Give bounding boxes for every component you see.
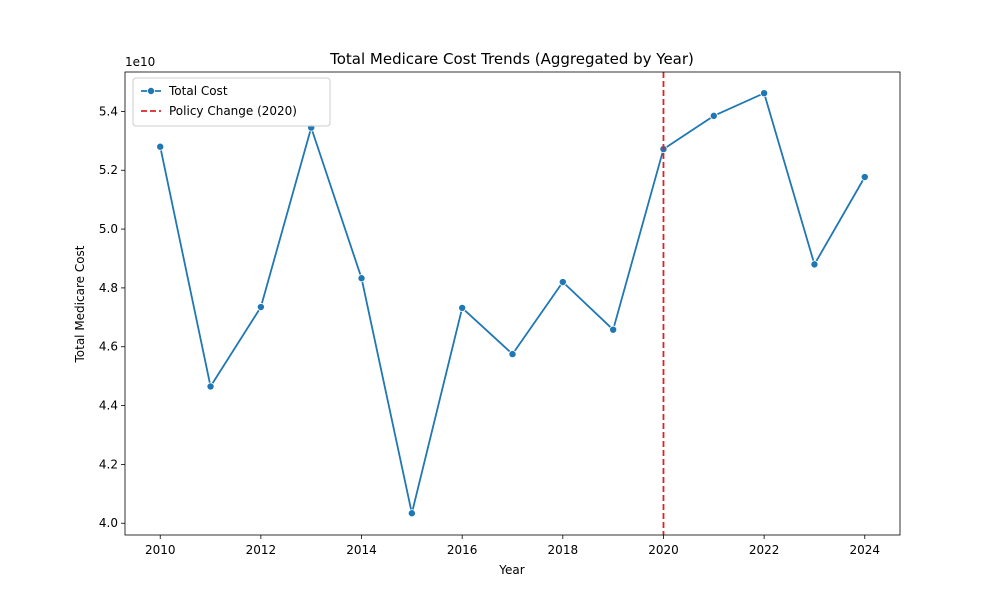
y-offset-label: 1e10 — [125, 55, 155, 69]
data-point — [709, 111, 718, 120]
data-point — [860, 173, 869, 182]
y-axis-label: Total Medicare Cost — [73, 245, 87, 363]
y-tick-label: 5.0 — [99, 222, 118, 236]
x-tick-label: 2016 — [447, 543, 478, 557]
x-tick-label: 2020 — [648, 543, 679, 557]
legend: Total Cost Policy Change (2020) — [132, 77, 331, 127]
x-tick-label: 2010 — [145, 543, 176, 557]
y-tick-label: 4.4 — [99, 399, 118, 413]
y-tick-label: 4.0 — [99, 516, 118, 530]
x-tick-label: 2014 — [346, 543, 377, 557]
legend-box — [132, 77, 331, 127]
data-point — [256, 303, 265, 312]
y-tick-label: 5.2 — [99, 163, 118, 177]
plot-frame — [124, 71, 901, 536]
x-tick-label: 2012 — [246, 543, 277, 557]
chart-title: Total Medicare Cost Trends (Aggregated b… — [329, 50, 694, 68]
y-tick-label: 5.4 — [99, 104, 118, 118]
legend-label-total-cost: Total Cost — [168, 84, 228, 98]
x-axis-label: Year — [498, 563, 524, 577]
data-point — [558, 278, 567, 287]
data-point — [609, 325, 618, 334]
data-point — [357, 274, 366, 283]
x-tick-label: 2024 — [849, 543, 880, 557]
legend-label-policy-change: Policy Change (2020) — [169, 104, 297, 118]
data-point — [508, 350, 517, 359]
x-tick-label: 2018 — [548, 543, 579, 557]
plot-area: 2010 2012 2014 2016 2018 2020 2022 2024 4.0 4.2 4.… — [99, 71, 901, 557]
data-point — [760, 89, 769, 98]
y-tick-label: 4.6 — [99, 340, 118, 354]
data-point — [156, 142, 165, 151]
y-tick-label: 4.2 — [99, 457, 118, 471]
y-tick-label: 4.8 — [99, 281, 118, 295]
data-point — [810, 260, 819, 269]
data-point — [458, 303, 467, 312]
x-tick-label: 2022 — [749, 543, 780, 557]
legend-marker-total-cost — [146, 87, 155, 96]
data-point — [407, 509, 416, 518]
data-point — [206, 382, 215, 391]
